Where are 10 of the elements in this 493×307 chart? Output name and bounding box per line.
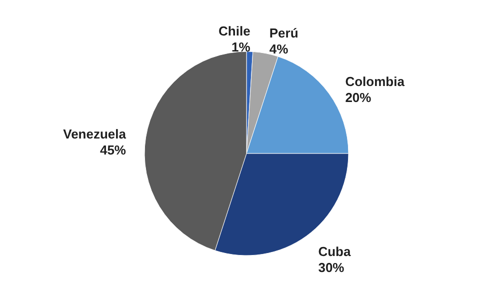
data-label: 1% (232, 40, 251, 55)
slice-label: Chile (218, 24, 250, 39)
data-label: 30% (318, 260, 345, 276)
slice-label: Venezuela (63, 126, 127, 142)
slice-label: Perú (269, 26, 298, 41)
slice-label: Cuba (318, 244, 352, 260)
data-label: 20% (345, 90, 372, 105)
data-label: 4% (269, 42, 289, 57)
slice-label: Colombia (345, 74, 406, 89)
data-label: 45% (100, 142, 126, 158)
